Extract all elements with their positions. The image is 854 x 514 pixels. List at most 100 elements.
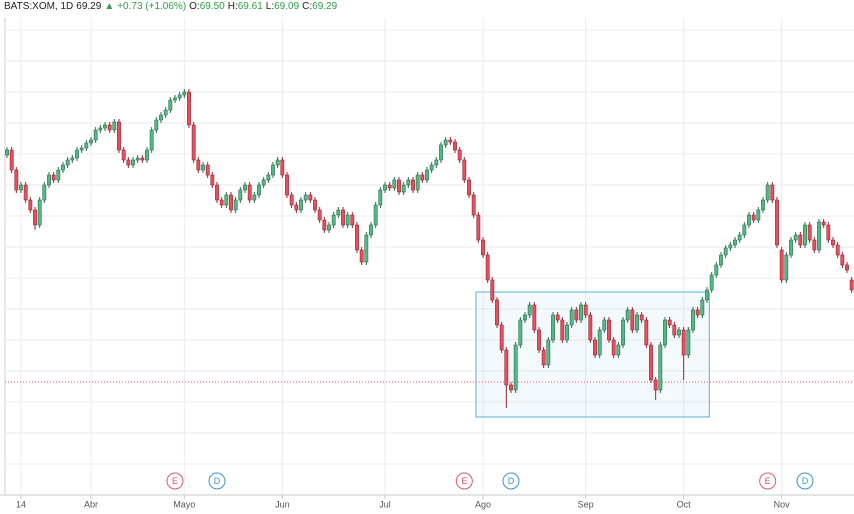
field-label: L:	[265, 1, 275, 12]
candle-body	[257, 184, 261, 196]
candle-body	[19, 184, 23, 191]
candle-body	[341, 209, 345, 226]
candle-body	[555, 314, 560, 321]
event-circle	[796, 472, 814, 490]
candle-body	[728, 244, 733, 249]
arrow-icon: ▲	[104, 1, 115, 12]
candle-body	[23, 184, 28, 201]
field-value: 69.29	[312, 1, 338, 12]
candle-body	[742, 224, 747, 236]
candle-body	[65, 159, 70, 166]
candle-body	[303, 194, 308, 201]
candle-body	[513, 344, 518, 391]
candle-body	[308, 194, 313, 201]
candle-body	[775, 199, 779, 246]
event-marker: E	[759, 472, 777, 490]
candle-body	[37, 199, 42, 226]
event-circle	[455, 472, 473, 490]
candle-body	[5, 149, 9, 156]
event-label: E	[765, 476, 771, 486]
x-tick-label: Mayo	[173, 499, 195, 509]
candle-body	[294, 204, 299, 211]
candle-body	[210, 174, 215, 186]
candle-body	[705, 289, 709, 301]
candle-body	[611, 339, 616, 356]
candle-body	[700, 299, 705, 316]
candle-body	[373, 204, 378, 226]
candle-body	[457, 149, 462, 161]
candle-body	[569, 309, 574, 326]
candle-body	[546, 339, 551, 366]
candle-body	[89, 139, 93, 144]
candle-body	[70, 157, 75, 161]
event-label: E	[461, 476, 467, 486]
x-tick-label: Sep	[578, 499, 594, 509]
candle-body	[28, 199, 33, 211]
candle-body	[145, 149, 149, 161]
candle-body	[518, 319, 523, 346]
candle-body	[821, 221, 826, 226]
candle-body	[784, 254, 789, 281]
candle-body	[845, 264, 849, 271]
candle-body	[537, 329, 541, 351]
field-label: O:	[189, 1, 200, 12]
candle-body	[126, 159, 131, 166]
candle-body	[51, 174, 56, 181]
candle-body	[765, 184, 770, 201]
candle-body	[709, 274, 714, 291]
candle-body	[607, 319, 611, 341]
candle-body	[840, 254, 845, 266]
candle-body	[504, 349, 509, 386]
candle-body	[635, 314, 639, 331]
candle-body	[187, 91, 191, 126]
event-marker: D	[502, 472, 520, 490]
candle-body	[434, 159, 439, 166]
candle-body	[163, 109, 168, 116]
ohlc-fields: O:69.50 H:69.61 L:69.09 C:69.29	[189, 1, 340, 12]
candle-body	[509, 384, 513, 391]
candle-body	[560, 319, 565, 341]
candle-body	[588, 314, 593, 341]
candle-body	[653, 379, 658, 391]
candle-body	[317, 209, 322, 221]
candle-body	[159, 114, 163, 121]
candle-body	[770, 184, 775, 201]
x-tick-label: Oct	[677, 499, 692, 509]
candle-body	[723, 247, 728, 256]
candle-body	[322, 219, 327, 231]
candle-body	[112, 121, 117, 131]
candle-body	[224, 194, 229, 206]
candle-body	[243, 184, 247, 191]
candle-body	[467, 179, 471, 196]
event-marker: E	[166, 472, 184, 490]
candle-body	[677, 329, 681, 336]
candle-body	[201, 164, 205, 171]
candle-body	[406, 179, 411, 186]
candle-body	[75, 149, 79, 159]
candle-body	[336, 209, 341, 216]
candle-body	[807, 224, 812, 241]
candle-body	[191, 124, 196, 161]
candle-body	[639, 314, 644, 321]
candle-body	[140, 157, 145, 161]
candle-body	[527, 304, 532, 316]
candle-body	[681, 329, 686, 356]
candle-body	[219, 199, 224, 206]
candle-body	[383, 184, 387, 191]
event-label: D	[214, 476, 221, 486]
candle-body	[261, 179, 266, 186]
candle-body	[835, 244, 840, 256]
candle-body	[196, 159, 201, 171]
candle-body	[121, 149, 126, 161]
candle-body	[9, 149, 14, 171]
candle-body	[33, 209, 37, 226]
event-label: D	[802, 476, 809, 486]
candle-body	[392, 179, 397, 189]
candle-body	[714, 264, 719, 276]
candle-body	[658, 344, 663, 391]
candle-body	[490, 279, 495, 301]
change: +0.73 (+1.06%)	[117, 1, 187, 12]
candle-body	[803, 224, 807, 246]
candle-body	[420, 174, 425, 181]
candle-body	[425, 169, 429, 181]
